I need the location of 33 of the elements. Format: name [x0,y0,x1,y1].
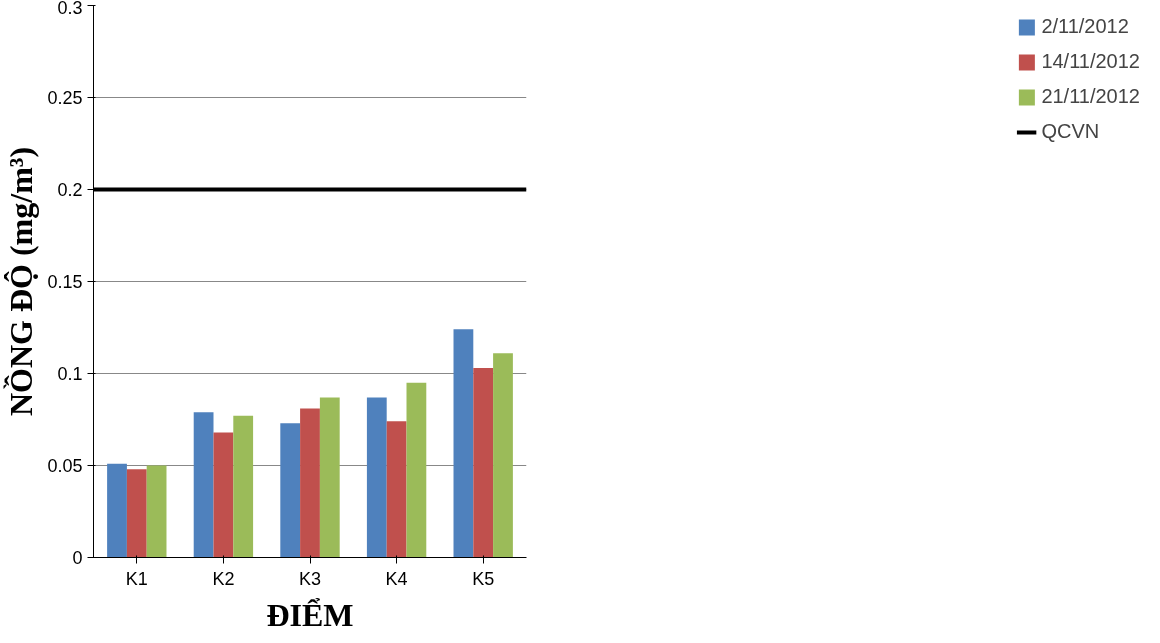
y-tick-label: 0.3 [57,0,83,18]
bar [366,397,387,558]
legend-label: 14/11/2012 [1041,50,1140,73]
x-tick-label: K3 [298,568,322,589]
bar [300,408,320,558]
y-tick-label: 0.25 [47,88,83,108]
legend-label: 21/11/2012 [1041,85,1140,108]
bar [473,367,494,558]
y-tick-label: 0 [72,548,83,568]
y-tick-label: 0.15 [47,272,83,292]
x-tick-label: K5 [472,568,495,589]
bar [319,397,340,558]
x-tick-label: K4 [385,568,408,589]
bar [213,432,234,558]
x-axis-title: ĐIỂM [266,596,354,633]
bar [280,423,301,558]
bar [146,465,167,558]
bar [107,463,127,558]
bar [233,415,254,558]
y-tick-label: 0.2 [57,180,83,200]
x-tick-label: K1 [125,568,148,589]
legend-label: 2/11/2012 [1041,15,1129,38]
y-axis-title: NỒNG ĐỘ (mg/m³) [3,146,40,417]
y-tick-label: 0.1 [57,364,83,384]
bar [453,329,474,558]
x-tick-label: K2 [212,568,235,589]
bar [493,353,513,558]
legend-label: QCVN [1041,120,1100,143]
bar [193,412,214,558]
bar [126,469,147,558]
bar [386,421,407,558]
bar [406,382,427,558]
y-tick-label: 0.05 [47,456,83,476]
